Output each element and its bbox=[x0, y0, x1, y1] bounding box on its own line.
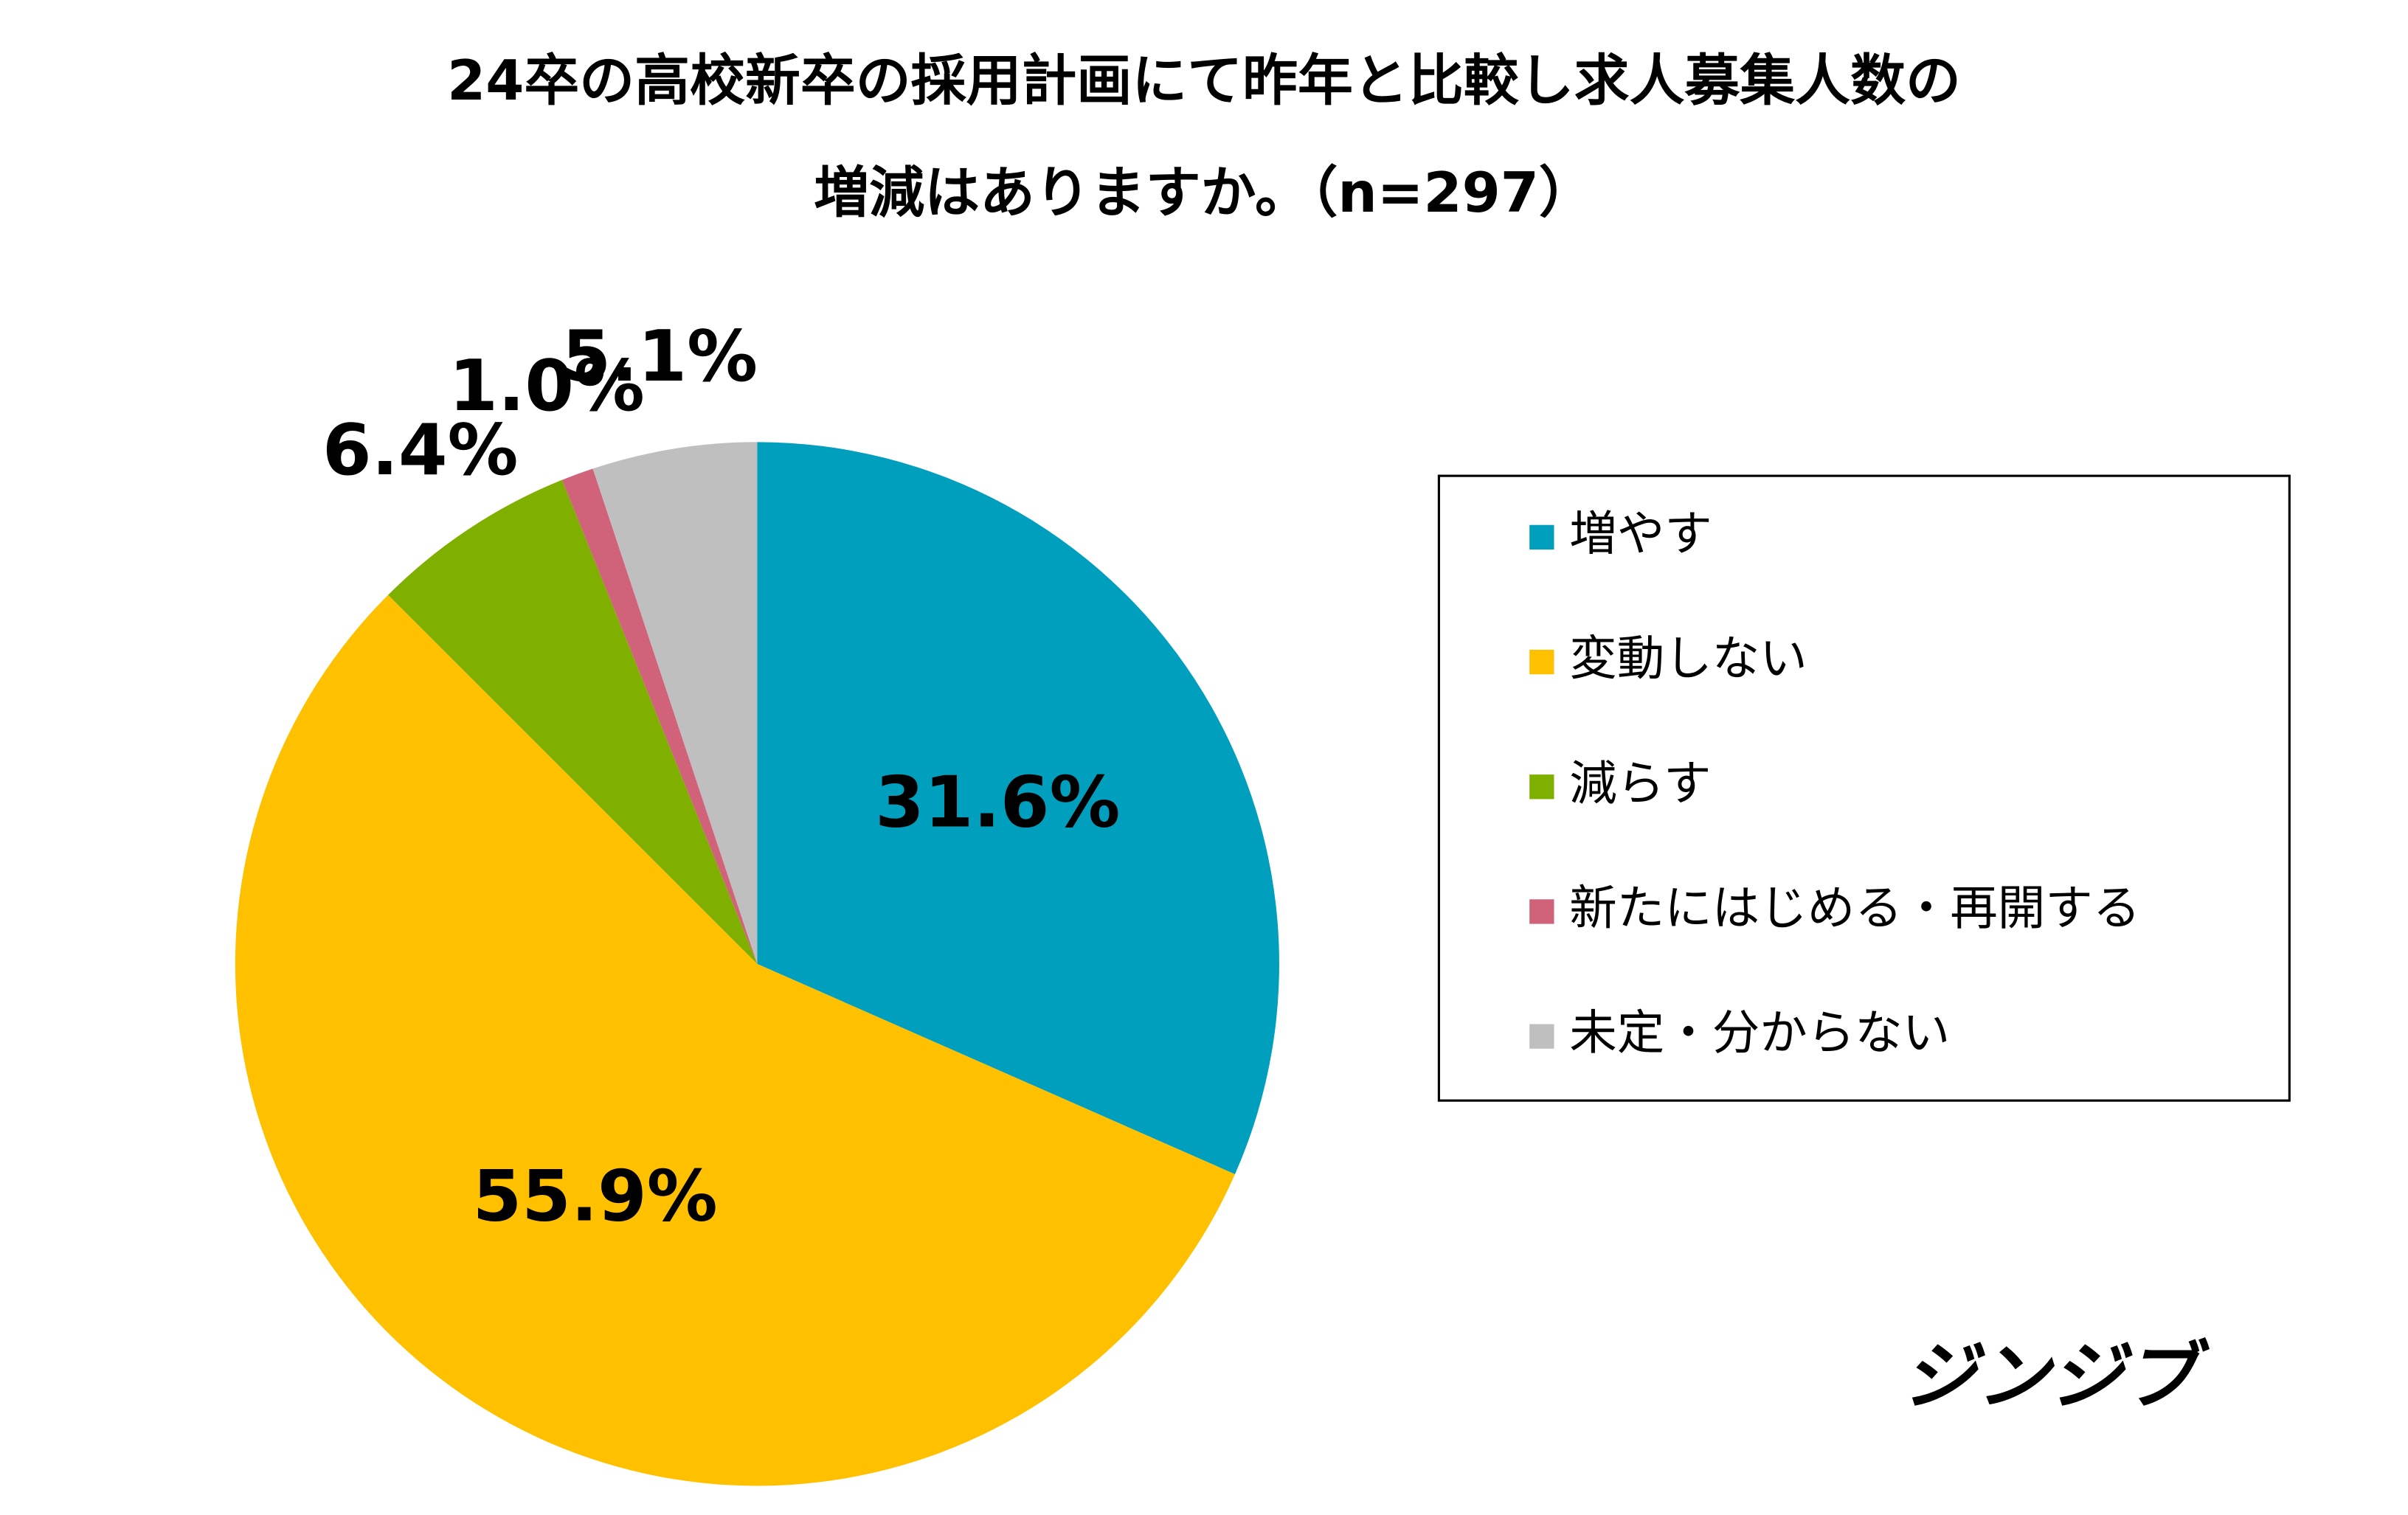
legend-swatch bbox=[1529, 1024, 1554, 1049]
legend-label: 未定・分からない bbox=[1569, 1006, 1950, 1061]
logo: ジンジブ bbox=[1903, 1333, 2210, 1419]
legend-label: 変動しない bbox=[1569, 631, 1807, 687]
legend-swatch bbox=[1529, 524, 1554, 550]
data-label: 6.4% bbox=[322, 409, 518, 491]
legend-box bbox=[1437, 474, 2291, 1102]
legend-swatch bbox=[1529, 774, 1554, 800]
pie-slice bbox=[757, 442, 1279, 1174]
legend-label: 増やす bbox=[1569, 507, 1712, 562]
chart-title: 24卒の高校新卒の採用計画にて昨年と比較し求人募集人数の bbox=[447, 48, 1961, 113]
pie-slice bbox=[235, 594, 1235, 1486]
data-label: 5.1% bbox=[562, 315, 758, 398]
chart-title: 増減はありますか。（n=297） bbox=[814, 160, 1594, 225]
legend-swatch bbox=[1529, 899, 1554, 924]
data-label: 55.9% bbox=[473, 1154, 718, 1237]
legend-label: 新たにはじめる・再開する bbox=[1569, 881, 2140, 937]
data-label: 31.6% bbox=[875, 761, 1120, 844]
pie-slice bbox=[561, 468, 758, 964]
legend-label: 減らす bbox=[1569, 756, 1711, 811]
pie-slice bbox=[592, 442, 758, 964]
legend-swatch bbox=[1529, 649, 1554, 675]
data-label: 1.0% bbox=[449, 344, 644, 427]
pie-slice bbox=[388, 479, 758, 964]
